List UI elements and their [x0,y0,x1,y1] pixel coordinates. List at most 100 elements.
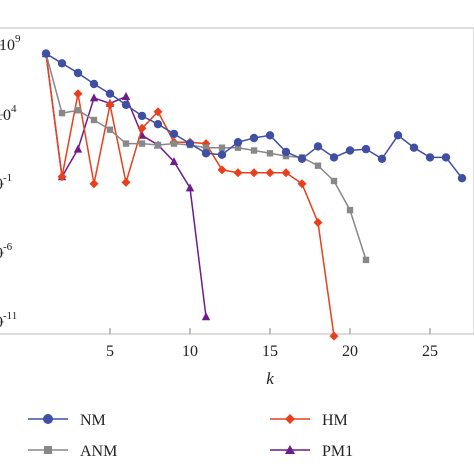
x-tick-label: 20 [342,343,358,360]
data-point-hm [121,177,131,187]
data-point-nm [89,79,99,89]
y-tick-exponent: -11 [3,310,17,322]
legend-item-pm1: PM1 [270,443,353,460]
legend-item-nm: NM [28,412,106,429]
data-point-anm [90,116,98,124]
legend-label: PM1 [322,443,353,460]
y-axis: 109 104 0-1 0-6 0-11 [0,33,21,331]
x-axis-label: k [266,369,274,388]
legend-triangle-marker [285,445,295,454]
data-point-hm [249,168,259,178]
data-point-anm [266,150,274,157]
data-point-pm1 [185,183,195,192]
x-tick: 5 [106,328,114,360]
legend-square-marker [44,446,52,454]
data-point-nm [297,154,307,163]
legend-label: HM [322,412,348,429]
data-point-nm [361,144,371,154]
data-point-hm [57,172,67,182]
y-tick-base: 10 [0,107,11,124]
y-tick-label: 0-6 [0,241,13,262]
data-point-anm [202,144,210,151]
data-point-hm [105,100,115,110]
data-point-hm [217,165,227,175]
series-hm [41,49,339,341]
data-point-nm [153,120,163,129]
y-tick-label: 109 [0,33,21,54]
series-layer [41,49,467,341]
series-line-hm [45,53,335,337]
data-point-anm [106,126,114,133]
x-tick: 10 [182,328,198,360]
y-tick: 109 [0,33,21,54]
data-point-nm [345,146,355,155]
data-point-nm [281,147,291,157]
x-tick-label: 5 [106,343,114,360]
data-point-anm [250,147,258,154]
legend-label: NM [80,412,106,429]
legend: NM HM ANM PM1 [28,412,353,460]
data-point-nm [201,149,211,158]
data-point-pm1 [89,93,99,102]
data-point-nm [137,111,147,121]
data-point-anm [314,162,322,169]
y-tick: 104 [0,103,17,124]
data-point-nm [217,150,227,159]
data-point-anm [234,144,242,151]
x-tick-label: 15 [262,343,278,360]
x-tick: 25 [422,328,438,360]
data-point-nm [169,129,179,139]
data-point-nm [409,143,419,152]
data-point-nm [377,154,387,163]
x-tick-label: 10 [182,343,198,360]
data-point-hm [265,168,275,178]
plot-area [0,27,474,341]
legend-circle-marker [43,414,53,424]
data-point-nm [57,59,67,68]
data-point-hm [297,179,307,189]
data-point-nm [121,100,131,110]
data-point-pm1 [73,144,83,153]
y-tick: 0-6 [0,241,13,262]
data-point-anm [346,206,354,214]
plot-frame [0,27,474,335]
data-point-nm [265,131,275,140]
data-point-pm1 [201,312,211,321]
data-point-anm [154,141,162,149]
data-point-hm [281,168,291,178]
legend-diamond-marker [285,414,295,424]
y-tick-label: 104 [0,103,17,124]
y-tick-base: 0 [0,176,3,193]
data-point-pm1 [121,92,131,100]
data-point-nm [393,131,403,140]
y-tick-base: 0 [0,314,3,331]
y-tick-base: 0 [0,245,3,262]
data-point-hm [313,218,323,227]
legend-label: ANM [80,443,117,460]
data-point-hm [153,107,163,117]
y-tick-base: 10 [0,37,15,54]
series-nm [41,49,467,183]
data-point-nm [105,89,115,98]
data-point-anm [170,140,178,147]
data-point-anm [58,109,66,117]
legend-item-hm: HM [270,412,348,429]
data-point-anm [362,256,370,264]
data-point-nm [441,153,451,162]
y-tick: 0-1 [0,172,12,193]
data-point-hm [137,123,147,133]
y-tick-label: 0-1 [0,172,12,193]
data-point-nm [73,68,83,78]
data-point-nm [329,153,339,162]
data-point-anm [74,107,82,114]
x-tick-label: 25 [422,343,438,360]
data-point-nm [233,138,243,147]
data-point-hm [89,179,99,189]
data-point-pm1 [169,157,179,166]
y-tick-exponent: 4 [11,103,17,115]
data-point-nm [249,133,259,143]
data-point-anm [218,144,226,151]
x-axis: 5 10 15 20 25 k [106,328,438,388]
data-point-nm [185,139,195,148]
